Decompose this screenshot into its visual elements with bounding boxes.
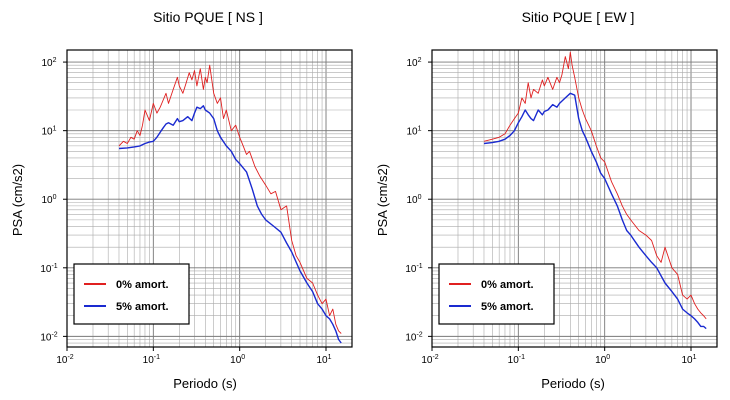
x-tick-label: 10-2	[421, 354, 438, 366]
y-tick-label: 101	[41, 126, 56, 138]
y-tick-label: 100	[406, 194, 421, 206]
y-tick-label: 100	[41, 194, 56, 206]
x-tick-label: 100	[230, 354, 245, 366]
y-tick-label: 10-2	[40, 331, 57, 343]
series-line-5pct	[483, 92, 707, 330]
y-tick-label: 10-1	[405, 263, 422, 275]
chart-ns: Sitio PQUE [ NS ] Periodo (s) PSA (cm/s2…	[10, 9, 353, 391]
y-axis-label: PSA (cm/s2)	[375, 164, 390, 236]
x-axis-label: Periodo (s)	[541, 376, 605, 391]
chart-ew: Sitio PQUE [ EW ] Periodo (s) PSA (cm/s2…	[375, 9, 718, 391]
x-tick-label: 10-1	[508, 354, 525, 366]
y-tick-label: 10-2	[405, 331, 422, 343]
x-tick-label: 100	[595, 354, 610, 366]
legend-box	[438, 263, 555, 325]
chart-title: Sitio PQUE [ EW ]	[522, 9, 635, 25]
legend-label: 0% amort.	[116, 279, 169, 291]
series-line-0pct	[118, 64, 342, 334]
y-tick-label: 10-1	[40, 263, 57, 275]
series-line-0pct	[483, 51, 707, 320]
x-tick-label: 101	[316, 354, 331, 366]
y-tick-label: 101	[406, 126, 421, 138]
legend: 0% amort. 5% amort.	[73, 263, 190, 325]
legend-box	[73, 263, 190, 325]
chart-panel-ns: Sitio PQUE [ NS ] Periodo (s) PSA (cm/s2…	[10, 9, 353, 391]
legend-label: 5% amort.	[481, 301, 534, 313]
y-axis-label: PSA (cm/s2)	[10, 164, 25, 236]
y-tick-label: 102	[41, 57, 56, 69]
x-tick-label: 101	[681, 354, 696, 366]
chart-title: Sitio PQUE [ NS ]	[153, 9, 263, 25]
x-tick-label: 10-2	[56, 354, 73, 366]
chart-panel-ew: Sitio PQUE [ EW ] Periodo (s) PSA (cm/s2…	[365, 0, 730, 400]
legend: 0% amort. 5% amort.	[438, 263, 555, 325]
series-line-5pct	[118, 105, 342, 344]
plot-frame	[431, 49, 718, 348]
plot-frame	[66, 49, 353, 348]
x-axis-label: Periodo (s)	[173, 376, 237, 391]
y-tick-label: 102	[406, 57, 421, 69]
x-tick-label: 10-1	[143, 354, 160, 366]
legend-label: 5% amort.	[116, 301, 169, 313]
legend-label: 0% amort.	[481, 279, 534, 291]
